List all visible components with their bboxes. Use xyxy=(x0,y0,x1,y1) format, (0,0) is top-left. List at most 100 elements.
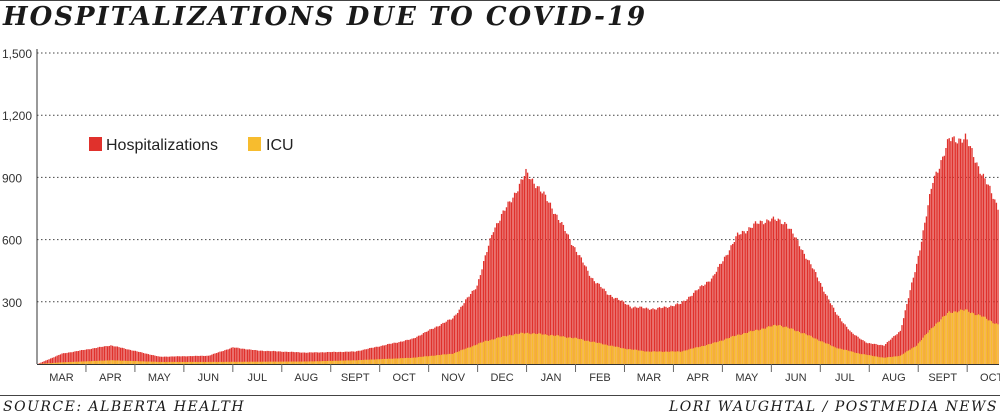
hospitalizations-bar xyxy=(971,148,973,364)
icu-bar xyxy=(925,333,928,364)
icu-bar xyxy=(860,354,862,364)
icu-bar xyxy=(263,361,265,364)
hospitalizations-bar xyxy=(790,228,792,364)
hospitalizations-bar xyxy=(774,219,776,364)
hospitalizations-bar xyxy=(627,304,630,364)
icu-bar xyxy=(714,342,716,364)
icu-bar xyxy=(453,353,456,364)
hospitalizations-bar xyxy=(421,334,423,364)
icu-bar xyxy=(938,321,941,364)
icu-bar xyxy=(82,361,84,364)
icu-bar xyxy=(710,343,713,364)
hospitalizations-bar xyxy=(427,330,429,364)
hospitalizations-bar xyxy=(426,331,428,364)
hospitalizations-bar xyxy=(875,343,877,364)
hospitalizations-bar xyxy=(523,175,526,364)
hospitalizations-bar xyxy=(886,342,889,364)
icu-bar xyxy=(852,351,854,364)
hospitalizations-bar xyxy=(847,329,849,364)
icu-bar xyxy=(608,345,610,364)
hospitalizations-bar xyxy=(346,351,348,364)
hospitalizations-bar xyxy=(396,342,399,364)
icu-bar xyxy=(111,360,114,364)
icu-bar xyxy=(494,339,496,364)
hospitalizations-bar xyxy=(103,346,106,364)
icu-bar xyxy=(484,340,486,364)
x-month-label: FEB xyxy=(589,372,610,384)
hospitalizations-bar xyxy=(196,355,198,364)
hospitalizations-bar xyxy=(255,349,257,364)
icu-bar xyxy=(69,361,71,364)
hospitalizations-bar xyxy=(292,351,294,364)
x-month-label: OCT xyxy=(980,372,1000,384)
hospitalizations-bar xyxy=(144,353,146,364)
hospitalizations-bar xyxy=(811,268,814,364)
icu-bar xyxy=(512,335,514,364)
hospitalizations-bar xyxy=(295,352,298,364)
icu-bar xyxy=(886,357,889,364)
icu-bar xyxy=(251,361,254,364)
icu-bar xyxy=(572,338,574,364)
icu-bar xyxy=(473,345,475,364)
hospitalizations-bar xyxy=(250,349,252,364)
icu-bar xyxy=(58,362,60,364)
hospitalizations-bar xyxy=(375,346,377,364)
icu-bar xyxy=(927,332,929,364)
hospitalizations-bar xyxy=(120,347,122,364)
icu-bar xyxy=(766,327,768,364)
icu-bar xyxy=(857,353,859,364)
hospitalizations-bar xyxy=(40,362,42,364)
hospitalizations-bar xyxy=(536,186,539,364)
icu-bar xyxy=(592,341,594,364)
icu-bar xyxy=(399,358,402,364)
icu-bar xyxy=(994,323,996,364)
icu-bar xyxy=(141,361,143,364)
hospitalizations-series xyxy=(38,133,999,364)
x-month-label: NOV xyxy=(441,372,466,384)
hospitalizations-bar xyxy=(357,350,360,364)
icu-bar xyxy=(491,339,493,364)
icu-bar xyxy=(129,360,132,364)
icu-bar xyxy=(277,361,280,364)
hospitalizations-bar xyxy=(699,286,701,364)
icu-bar xyxy=(504,336,506,364)
icu-bar xyxy=(124,360,127,364)
icu-bar xyxy=(325,361,327,364)
hospitalizations-bar xyxy=(201,355,203,364)
icu-bar xyxy=(133,361,135,364)
icu-bar xyxy=(805,334,807,364)
hospitalizations-bar xyxy=(150,354,153,364)
icu-bar xyxy=(193,361,195,364)
hospitalizations-bar xyxy=(795,237,797,364)
icu-bar xyxy=(606,345,609,364)
footer-rule xyxy=(0,395,1000,396)
icu-bar xyxy=(90,361,93,364)
icu-bar xyxy=(758,330,760,364)
hospitalizations-bar xyxy=(533,183,535,364)
hospitalizations-bar xyxy=(343,352,345,364)
icu-bar xyxy=(706,345,708,364)
icu-bar xyxy=(541,334,543,364)
hospitalizations-bar xyxy=(655,309,657,364)
hospitalizations-bar xyxy=(458,309,460,364)
icu-bar xyxy=(373,359,376,364)
icu-bar xyxy=(269,361,272,364)
icu-bar xyxy=(878,357,880,364)
icu-bar xyxy=(430,355,433,364)
hospitalizations-bar xyxy=(453,315,456,364)
x-month-label: DEC xyxy=(490,372,513,384)
hospitalizations-bar xyxy=(715,271,718,364)
icu-bar xyxy=(922,337,924,364)
icu-bar xyxy=(98,360,101,364)
icu-bar xyxy=(103,360,106,364)
icu-bar xyxy=(413,357,415,364)
icu-bar xyxy=(865,354,867,364)
hospitalizations-bar xyxy=(261,350,263,364)
icu-bar xyxy=(398,358,400,364)
icu-bar xyxy=(356,360,358,364)
icu-bar xyxy=(246,361,249,364)
icu-bar xyxy=(248,361,250,364)
icu-bar xyxy=(382,358,384,364)
icu-bar xyxy=(535,333,537,364)
hospitalizations-bar xyxy=(951,137,954,364)
